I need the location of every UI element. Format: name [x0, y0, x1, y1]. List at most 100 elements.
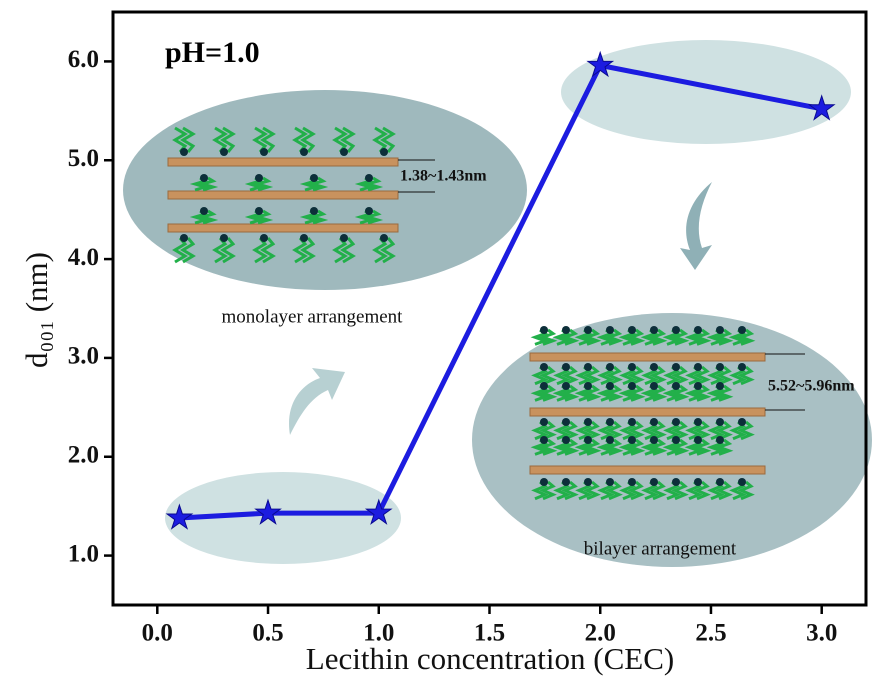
lipid-tail [538, 438, 558, 456]
lipid-head [694, 382, 702, 390]
lipid-tail [583, 420, 601, 441]
lipid-tail [626, 384, 646, 402]
lipid-head [628, 326, 636, 334]
x-tick-label: 0.0 [142, 620, 173, 647]
lipid-head [180, 148, 188, 156]
lipid-head [628, 382, 636, 390]
lipid-head [672, 382, 680, 390]
lipid-head [562, 436, 570, 444]
lipid-head [694, 418, 702, 426]
spacing-label: 1.38~1.43nm [400, 168, 487, 185]
lipid-tail [172, 237, 188, 264]
lipid-head [672, 326, 680, 334]
lipid-tail [737, 420, 755, 441]
lipid-tail [627, 480, 645, 501]
lipid-tail [292, 126, 308, 153]
lipid-tail [670, 328, 690, 346]
x-axis-title: Lecithin concentration (CEC) [306, 641, 674, 676]
lipid-tail [671, 365, 689, 386]
lipid-tail [197, 209, 219, 225]
lipid-tail [307, 176, 329, 192]
lipid-tail [372, 126, 388, 153]
y-tick-label: 4.0 [68, 244, 99, 271]
clay-layer [167, 157, 399, 167]
lipid-tail [252, 176, 274, 192]
lipid-tail [693, 420, 711, 441]
lipid-tail [714, 328, 734, 346]
lipid-tail [626, 438, 646, 456]
lipid-tail [292, 237, 308, 264]
lipid-head [628, 436, 636, 444]
lipid-tail [300, 126, 316, 153]
lipid-tail [604, 438, 624, 456]
lipid-head [540, 382, 548, 390]
lipid-tail [714, 384, 734, 402]
lipid-head [365, 207, 373, 215]
lipid-head [738, 326, 746, 334]
arrow-up [289, 368, 345, 435]
lipid-tail [362, 176, 384, 192]
lipid-head [738, 478, 746, 486]
lipid-tail [212, 126, 228, 153]
lipid-tail [715, 420, 733, 441]
lipid-tail [220, 237, 236, 264]
clay-layer [529, 407, 766, 417]
lipid-head [310, 174, 318, 182]
lipid-tail [715, 365, 733, 386]
lipid-tail [372, 237, 388, 264]
lipid-tail [692, 384, 712, 402]
lipid-head [562, 418, 570, 426]
lipid-head [694, 363, 702, 371]
lipid-head [738, 363, 746, 371]
lipid-tail [693, 480, 711, 501]
lipid-head [716, 363, 724, 371]
lipid-tail [649, 480, 667, 501]
lipid-tail [626, 328, 646, 346]
y-tick-label: 1.0 [68, 540, 99, 567]
lipid-head [562, 382, 570, 390]
low-bubble [165, 472, 401, 564]
star-marker [254, 498, 282, 525]
lipid-tail [340, 126, 356, 153]
lipid-head [672, 478, 680, 486]
condition-label: pH=1.0 [165, 36, 260, 69]
lipid-tail [252, 237, 268, 264]
lipid-tail [605, 365, 623, 386]
high-bubble [561, 40, 851, 144]
lipid-head [650, 363, 658, 371]
lipid-head [672, 418, 680, 426]
lipid-tail [560, 384, 580, 402]
lipid-tail [582, 328, 602, 346]
lipid-tail [561, 480, 579, 501]
lipid-tail [582, 438, 602, 456]
lipid-tail [362, 209, 384, 225]
lipid-head [340, 148, 348, 156]
lipid-tail [605, 480, 623, 501]
lipid-head [606, 382, 614, 390]
lipid-tail [648, 384, 668, 402]
lipid-head [606, 478, 614, 486]
lipid-tail [604, 328, 624, 346]
clay-layer [529, 352, 766, 362]
lipid-tail [582, 384, 602, 402]
lipid-head [694, 478, 702, 486]
lipid-tail [220, 126, 236, 153]
x-tick-label: 0.5 [252, 620, 283, 647]
lipid-head [694, 436, 702, 444]
lipid-tail [737, 480, 755, 501]
lipid-head [584, 478, 592, 486]
star-marker [586, 50, 615, 78]
star-marker [364, 498, 393, 525]
y-tick-label: 5.0 [68, 145, 99, 172]
lipid-head [628, 418, 636, 426]
lipid-tail [197, 176, 219, 192]
lipid-head [562, 326, 570, 334]
y-axis-title: d₀₀₁ (nm) [19, 252, 54, 368]
lipid-tail [561, 365, 579, 386]
lipid-head [300, 234, 308, 242]
lipid-head [628, 363, 636, 371]
lipid-head [310, 207, 318, 215]
lipid-tail [252, 209, 274, 225]
lipid-tail [714, 438, 734, 456]
